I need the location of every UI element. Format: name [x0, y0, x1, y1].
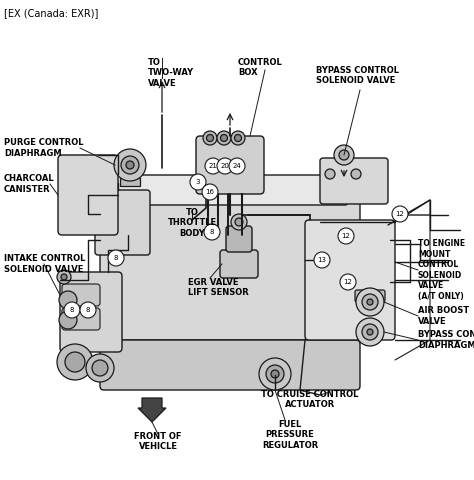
Text: EGR VALVE
LIFT SENSOR: EGR VALVE LIFT SENSOR [188, 278, 249, 298]
Circle shape [220, 134, 228, 142]
Circle shape [205, 158, 221, 174]
Circle shape [204, 224, 220, 240]
Text: 8: 8 [70, 307, 74, 313]
Circle shape [392, 206, 408, 222]
FancyBboxPatch shape [62, 308, 100, 330]
FancyBboxPatch shape [320, 158, 388, 204]
Circle shape [57, 344, 93, 380]
Circle shape [121, 156, 139, 174]
Text: INTAKE CONTROL
SOLENOID VALVE: INTAKE CONTROL SOLENOID VALVE [4, 254, 85, 274]
Text: FRONT OF
VEHICLE: FRONT OF VEHICLE [134, 432, 182, 451]
Bar [120, 178, 140, 186]
Text: 12: 12 [342, 233, 350, 239]
FancyBboxPatch shape [305, 220, 395, 340]
Circle shape [356, 318, 384, 346]
Circle shape [339, 150, 349, 160]
Circle shape [92, 360, 108, 376]
FancyBboxPatch shape [108, 175, 348, 205]
Circle shape [207, 134, 213, 142]
Text: FUEL
PRESSURE
REGULATOR: FUEL PRESSURE REGULATOR [262, 420, 318, 450]
Circle shape [217, 131, 231, 145]
Circle shape [362, 294, 378, 310]
Text: CONTROL
BOX: CONTROL BOX [238, 58, 283, 77]
FancyBboxPatch shape [95, 190, 150, 255]
Text: CHARCOAL
CANISTER: CHARCOAL CANISTER [4, 174, 55, 194]
FancyBboxPatch shape [220, 250, 258, 278]
Circle shape [80, 302, 96, 318]
Text: TO
THROTTLE
BODY: TO THROTTLE BODY [167, 208, 217, 238]
Circle shape [235, 134, 241, 142]
FancyBboxPatch shape [226, 226, 252, 252]
Circle shape [334, 145, 354, 165]
Circle shape [203, 131, 217, 145]
Text: TO ENGINE
MOUNT
CONTROL
SOLENOID
VALVE
(A/T ONLY): TO ENGINE MOUNT CONTROL SOLENOID VALVE (… [418, 240, 465, 300]
Circle shape [259, 358, 291, 390]
FancyBboxPatch shape [196, 136, 264, 194]
Circle shape [61, 274, 67, 280]
Circle shape [231, 214, 247, 230]
Circle shape [351, 169, 361, 179]
Circle shape [314, 252, 330, 268]
Circle shape [235, 218, 243, 226]
Circle shape [231, 131, 245, 145]
Text: BYPASS CONTROL
SOLENOID VALVE: BYPASS CONTROL SOLENOID VALVE [316, 66, 399, 85]
Circle shape [367, 299, 373, 305]
FancyBboxPatch shape [62, 284, 100, 306]
Text: BYPASS CONTROL
DIAPHRAGM: BYPASS CONTROL DIAPHRAGM [418, 330, 474, 350]
Text: TO
TWO-WAY
VALVE: TO TWO-WAY VALVE [148, 58, 194, 88]
Text: PURGE CONTROL
DIAPHRAGM: PURGE CONTROL DIAPHRAGM [4, 138, 83, 158]
Circle shape [202, 184, 218, 200]
Circle shape [64, 302, 80, 318]
Text: TO CRUISE CONTROL
ACTUATOR: TO CRUISE CONTROL ACTUATOR [261, 390, 359, 409]
Polygon shape [138, 398, 166, 422]
Circle shape [340, 274, 356, 290]
Circle shape [108, 250, 124, 266]
FancyBboxPatch shape [355, 290, 385, 302]
FancyBboxPatch shape [58, 155, 118, 235]
Text: 13: 13 [318, 257, 327, 263]
Text: 16: 16 [206, 189, 215, 195]
Text: 21: 21 [209, 163, 218, 169]
Circle shape [356, 288, 384, 316]
Text: 24: 24 [233, 163, 241, 169]
Circle shape [59, 311, 77, 329]
Circle shape [338, 228, 354, 244]
Circle shape [229, 158, 245, 174]
Circle shape [266, 365, 284, 383]
Circle shape [362, 324, 378, 340]
Circle shape [57, 270, 71, 284]
Circle shape [325, 169, 335, 179]
Circle shape [114, 149, 146, 181]
Circle shape [59, 291, 77, 309]
Circle shape [271, 370, 279, 378]
Circle shape [126, 161, 134, 169]
Text: 8: 8 [114, 255, 118, 261]
Circle shape [65, 352, 85, 372]
Text: 8: 8 [86, 307, 90, 313]
Circle shape [190, 174, 206, 190]
FancyBboxPatch shape [100, 340, 360, 390]
Text: AIR BOOST
VALVE: AIR BOOST VALVE [418, 306, 469, 326]
Text: [EX (Canada: EXR)]: [EX (Canada: EXR)] [4, 8, 99, 18]
Text: 20: 20 [220, 163, 229, 169]
Circle shape [367, 329, 373, 335]
FancyBboxPatch shape [100, 195, 360, 340]
FancyBboxPatch shape [60, 272, 122, 352]
Circle shape [86, 354, 114, 382]
Text: 3: 3 [196, 179, 200, 185]
Text: 8: 8 [210, 229, 214, 235]
Text: 12: 12 [344, 279, 353, 285]
Text: 12: 12 [396, 211, 404, 217]
Circle shape [217, 158, 233, 174]
